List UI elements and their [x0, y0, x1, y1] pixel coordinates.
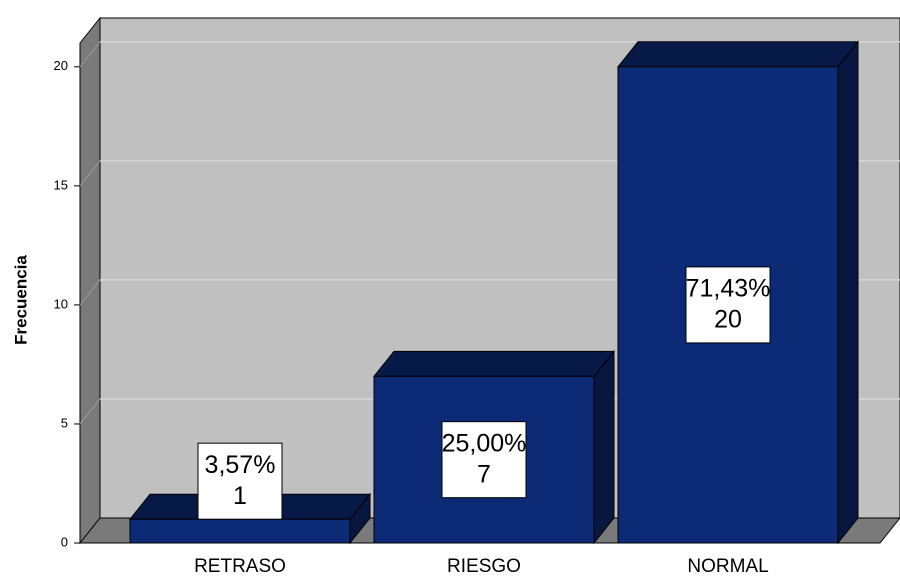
data-label-box [197, 442, 283, 520]
bar-front [129, 518, 351, 544]
y-tick-label: 15 [54, 177, 68, 192]
data-label: 71,43% [686, 275, 771, 303]
data-label: 20 [714, 306, 742, 334]
grid-line [79, 279, 101, 306]
data-label: 25,00% [442, 429, 527, 457]
bar-top [372, 350, 616, 377]
y-tick-label: 10 [54, 296, 68, 311]
y-tick-label: 5 [61, 415, 68, 430]
data-label: 7 [477, 460, 491, 488]
bar-top [616, 41, 860, 68]
data-label: 3,57% [205, 451, 276, 479]
left-wall [79, 16, 101, 545]
x-tick-label: RETRASO [194, 556, 286, 577]
grid-line [79, 398, 101, 425]
data-label: 1 [233, 482, 247, 510]
x-tick-label: RIESGO [447, 556, 521, 577]
x-tick-label: NORMAL [687, 556, 768, 577]
y-tick-label: 0 [61, 534, 68, 549]
bar-side [837, 40, 859, 545]
data-label-box [685, 266, 771, 344]
data-label-box [441, 421, 527, 499]
y-tick-label: 20 [54, 58, 68, 73]
bar-side [593, 349, 615, 545]
grid-line [79, 41, 101, 68]
grid-line [79, 160, 101, 187]
y-axis-label: Frecuencia [11, 255, 30, 345]
bar [128, 492, 372, 545]
